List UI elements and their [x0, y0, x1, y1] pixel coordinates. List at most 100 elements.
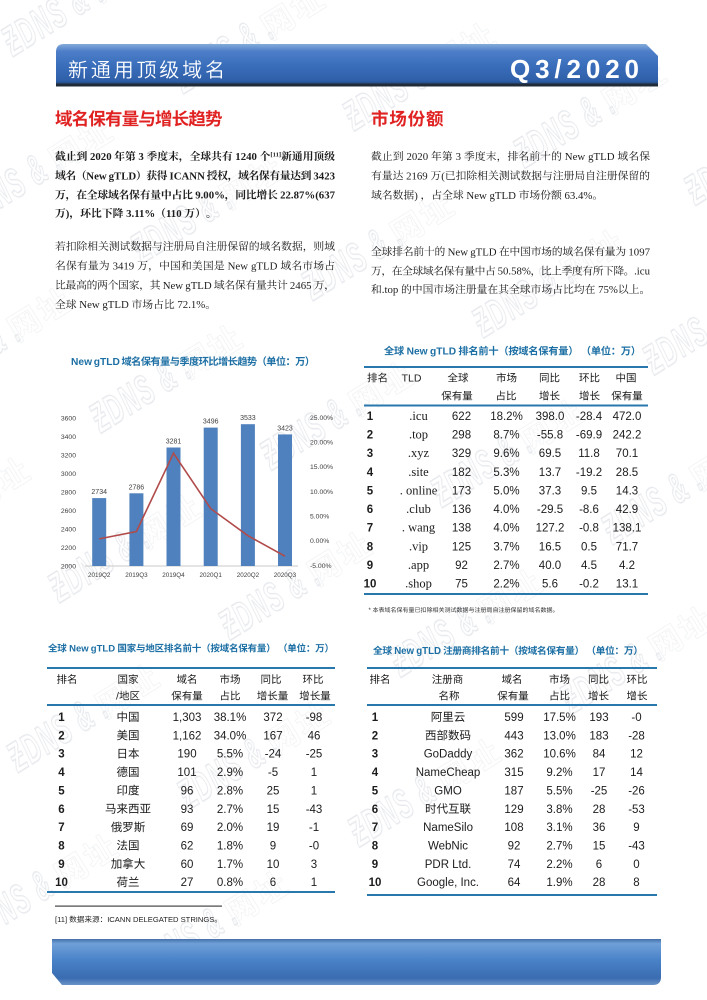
svg-text:Inc.: Inc.: [461, 877, 480, 889]
svg-text:2020Q3: 2020Q3: [274, 572, 297, 579]
svg-text:.club: .club: [406, 502, 431, 516]
svg-text:472.0: 472.0: [613, 411, 642, 423]
svg-text:3: 3: [58, 749, 64, 761]
svg-text:-0.8: -0.8: [579, 523, 599, 535]
svg-text:Google,: Google,: [417, 877, 457, 889]
svg-text:New: New: [466, 190, 487, 202]
svg-text:9: 9: [367, 560, 373, 572]
svg-text:[11]: [11]: [270, 151, 281, 158]
svg-text:gTLD: gTLD: [251, 260, 278, 272]
svg-text:173: 173: [452, 486, 471, 498]
svg-text:443: 443: [504, 730, 523, 742]
svg-text:2600: 2600: [61, 508, 76, 515]
svg-text:9.00%: 9.00%: [195, 190, 225, 202]
svg-text:4.2: 4.2: [619, 560, 635, 572]
svg-text:0: 0: [633, 859, 639, 871]
svg-text:6: 6: [270, 877, 276, 889]
svg-text:New: New: [228, 260, 249, 272]
svg-text:8: 8: [367, 541, 374, 553]
svg-text:gTLD: gTLD: [109, 170, 137, 182]
svg-text:.app: .app: [408, 558, 429, 572]
svg-text:6: 6: [372, 804, 378, 816]
svg-text:3.7%: 3.7%: [493, 541, 519, 553]
svg-text:20.00%: 20.00%: [310, 440, 333, 447]
svg-text:9.2%: 9.2%: [546, 767, 572, 779]
svg-text:3000: 3000: [61, 471, 76, 478]
svg-text:2: 2: [58, 730, 64, 742]
svg-text:New: New: [69, 644, 89, 655]
svg-text:1,162: 1,162: [173, 730, 202, 742]
svg-text:5: 5: [372, 785, 379, 797]
svg-text:92: 92: [455, 560, 468, 572]
svg-text:TLD: TLD: [402, 373, 422, 385]
svg-text:13.0%: 13.0%: [543, 730, 576, 742]
svg-text:96: 96: [181, 785, 194, 797]
svg-text:-28: -28: [628, 730, 645, 742]
svg-text:1: 1: [311, 785, 317, 797]
svg-text:New: New: [448, 246, 469, 258]
svg-text:3419: 3419: [113, 260, 135, 272]
svg-text:1240: 1240: [235, 151, 257, 163]
svg-text:110: 110: [166, 208, 182, 220]
svg-text:3: 3: [456, 151, 461, 163]
svg-text:7: 7: [367, 523, 373, 535]
svg-text:9: 9: [633, 822, 639, 834]
svg-text:2800: 2800: [61, 489, 76, 496]
svg-text:3281: 3281: [166, 439, 182, 446]
svg-text:4: 4: [58, 767, 65, 779]
svg-text:5.6: 5.6: [542, 579, 558, 591]
svg-text:.vip: .vip: [409, 539, 428, 553]
svg-text:2.2%: 2.2%: [493, 579, 519, 591]
svg-text:62: 62: [181, 841, 194, 853]
svg-text:5.0%: 5.0%: [493, 486, 519, 498]
svg-text:-24: -24: [265, 749, 282, 761]
svg-text:25.00%: 25.00%: [310, 415, 333, 422]
svg-text:-19.2: -19.2: [576, 467, 602, 479]
svg-text:7: 7: [372, 822, 378, 834]
svg-text:10: 10: [55, 877, 68, 889]
svg-text:gTLD: gTLD: [91, 644, 115, 655]
svg-text:2020Q2: 2020Q2: [237, 572, 260, 579]
svg-text:New: New: [394, 646, 414, 657]
svg-text:3: 3: [138, 151, 144, 163]
svg-text:*: *: [369, 608, 372, 614]
svg-text:2019Q2: 2019Q2: [88, 572, 111, 579]
svg-text:17: 17: [593, 767, 606, 779]
svg-text:9: 9: [58, 859, 64, 871]
svg-text:34.0%: 34.0%: [214, 730, 247, 742]
svg-text:gTLD: gTLD: [185, 280, 212, 292]
svg-text:11.8: 11.8: [578, 448, 600, 460]
svg-text:64: 64: [508, 877, 521, 889]
svg-text:0.8%: 0.8%: [217, 877, 243, 889]
svg-text:PDR: PDR: [425, 859, 449, 871]
svg-text:GoDaddy: GoDaddy: [424, 749, 473, 761]
svg-text:-0: -0: [309, 841, 319, 853]
svg-text:0.5: 0.5: [581, 541, 597, 553]
svg-text:136: 136: [452, 504, 471, 516]
svg-text:New: New: [86, 170, 107, 182]
svg-text:329: 329: [452, 448, 471, 460]
svg-text:STRINGS: STRINGS: [181, 915, 215, 924]
svg-text:2786: 2786: [129, 484, 145, 491]
svg-text:2.7%: 2.7%: [493, 560, 519, 572]
svg-text:2020: 2020: [407, 151, 429, 163]
svg-text:8: 8: [372, 841, 379, 853]
svg-text:2169: 2169: [406, 170, 428, 182]
svg-text:10.00%: 10.00%: [310, 489, 333, 496]
svg-text:28.5: 28.5: [616, 467, 638, 479]
svg-text:-29.5: -29.5: [537, 504, 563, 516]
svg-text:8: 8: [633, 877, 639, 889]
svg-text:GMO: GMO: [434, 785, 462, 797]
svg-text:127.2: 127.2: [536, 523, 565, 535]
svg-text:-0.2: -0.2: [579, 579, 599, 591]
svg-text:.site: .site: [408, 465, 429, 479]
svg-text:22.87%(637: 22.87%(637: [280, 190, 335, 202]
svg-text:1: 1: [367, 411, 374, 423]
svg-text:1: 1: [58, 712, 65, 724]
svg-text:15: 15: [267, 804, 280, 816]
svg-text:19: 19: [267, 822, 280, 834]
svg-text:2.7%: 2.7%: [217, 804, 243, 816]
svg-text:-1: -1: [309, 822, 319, 834]
svg-text:3.1%: 3.1%: [546, 822, 572, 834]
svg-text:5.00%: 5.00%: [310, 514, 329, 521]
